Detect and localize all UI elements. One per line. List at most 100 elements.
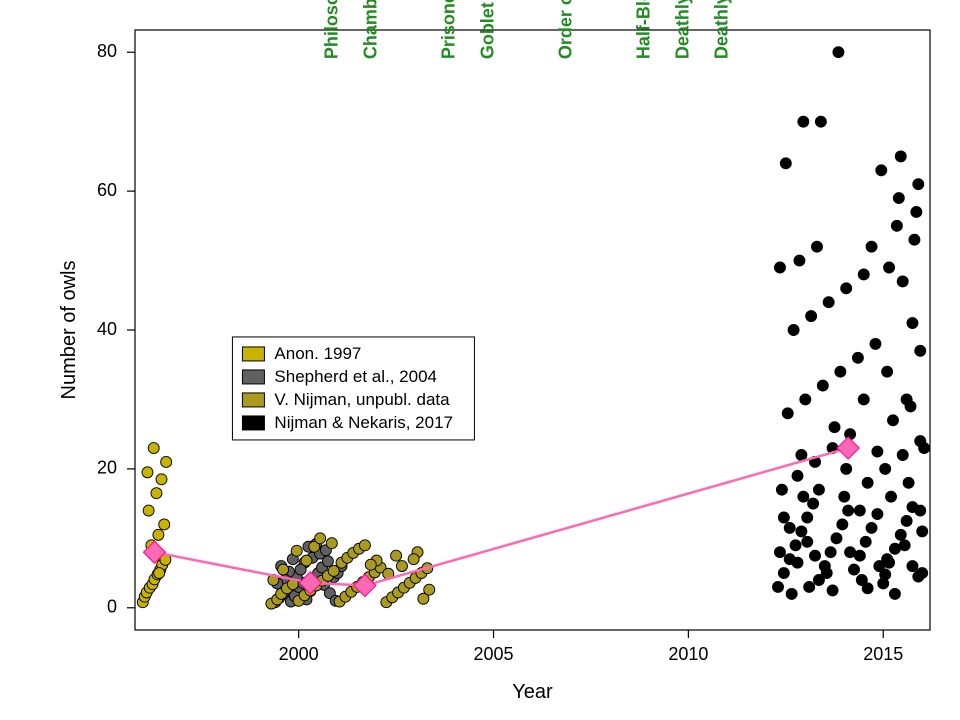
- data-point: [788, 325, 799, 336]
- data-point: [806, 311, 817, 322]
- data-point: [901, 394, 912, 405]
- data-point: [780, 158, 791, 169]
- data-point: [278, 564, 289, 575]
- data-point: [893, 193, 904, 204]
- legend-swatch: [242, 416, 264, 430]
- legend-label: Nijman & Nekaris, 2017: [274, 413, 453, 432]
- data-point: [841, 283, 852, 294]
- data-point: [839, 491, 850, 502]
- data-point: [872, 509, 883, 520]
- data-point: [880, 569, 891, 580]
- data-point: [886, 491, 897, 502]
- data-point: [796, 526, 807, 537]
- data-point: [833, 47, 844, 58]
- data-point: [860, 536, 871, 547]
- legend-label: Anon. 1997: [274, 344, 361, 363]
- data-point: [322, 556, 333, 567]
- data-point: [843, 505, 854, 516]
- y-tick-label: 80: [97, 41, 117, 61]
- data-point: [359, 540, 370, 551]
- data-point: [862, 583, 873, 594]
- data-point: [161, 456, 172, 467]
- data-point: [907, 318, 918, 329]
- y-tick-label: 0: [107, 597, 117, 617]
- data-point: [831, 533, 842, 544]
- data-point: [854, 505, 865, 516]
- data-point: [813, 484, 824, 495]
- data-point: [882, 554, 893, 565]
- data-point: [802, 536, 813, 547]
- y-tick-label: 40: [97, 319, 117, 339]
- data-point: [418, 593, 429, 604]
- data-point: [891, 220, 902, 231]
- series-nijman_nekaris2017: [773, 47, 930, 600]
- legend: Anon. 1997Shepherd et al., 2004V. Nijman…: [232, 337, 474, 440]
- data-point: [328, 565, 339, 576]
- data-point: [889, 588, 900, 599]
- x-axis-label: Year: [512, 681, 553, 703]
- data-point: [919, 443, 930, 454]
- data-point: [151, 488, 162, 499]
- data-point: [153, 529, 164, 540]
- data-point: [156, 474, 167, 485]
- data-point: [396, 561, 407, 572]
- data-point: [884, 262, 895, 273]
- data-point: [866, 241, 877, 252]
- data-point: [778, 512, 789, 523]
- data-point: [326, 538, 337, 549]
- owl-scatter-chart: 2000200520102015Year020406080Number of o…: [0, 0, 960, 720]
- data-point: [835, 366, 846, 377]
- data-point: [142, 467, 153, 478]
- data-point: [895, 529, 906, 540]
- data-point: [773, 581, 784, 592]
- data-point: [391, 550, 402, 561]
- data-point: [887, 415, 898, 426]
- data-point: [901, 515, 912, 526]
- data-point: [858, 394, 869, 405]
- data-point: [792, 470, 803, 481]
- series-anon1997: [137, 443, 171, 608]
- legend-swatch: [242, 393, 264, 407]
- data-point: [849, 564, 860, 575]
- film-annotation: Order of the Phoenix: [555, 0, 575, 59]
- data-point: [315, 533, 326, 544]
- film-annotation: Prisoner of Azkaban: [439, 0, 459, 59]
- data-point: [790, 540, 801, 551]
- data-point: [815, 116, 826, 127]
- chart-container: 2000200520102015Year020406080Number of o…: [0, 0, 960, 720]
- data-point: [880, 463, 891, 474]
- data-point: [774, 262, 785, 273]
- data-point: [915, 505, 926, 516]
- data-point: [895, 151, 906, 162]
- data-point: [802, 512, 813, 523]
- data-point: [800, 394, 811, 405]
- data-point: [143, 505, 154, 516]
- data-point: [784, 522, 795, 533]
- data-point: [845, 429, 856, 440]
- data-point: [862, 477, 873, 488]
- data-point: [870, 338, 881, 349]
- data-point: [774, 547, 785, 558]
- data-point: [845, 547, 856, 558]
- data-point: [825, 547, 836, 558]
- data-point: [823, 297, 834, 308]
- data-point: [872, 446, 883, 457]
- data-point: [837, 519, 848, 530]
- film-annotation: Philosopher's Stone: [322, 0, 342, 59]
- data-point: [827, 585, 838, 596]
- data-point: [792, 557, 803, 568]
- legend-swatch: [242, 347, 264, 361]
- data-point: [841, 463, 852, 474]
- data-point: [897, 276, 908, 287]
- data-point: [811, 241, 822, 252]
- data-point: [794, 255, 805, 266]
- legend-swatch: [242, 370, 264, 384]
- x-tick-label: 2015: [863, 644, 903, 664]
- data-point: [913, 179, 924, 190]
- data-point: [798, 116, 809, 127]
- x-tick-label: 2010: [668, 644, 708, 664]
- data-point: [882, 366, 893, 377]
- data-point: [899, 540, 910, 551]
- data-point: [907, 561, 918, 572]
- data-point: [776, 484, 787, 495]
